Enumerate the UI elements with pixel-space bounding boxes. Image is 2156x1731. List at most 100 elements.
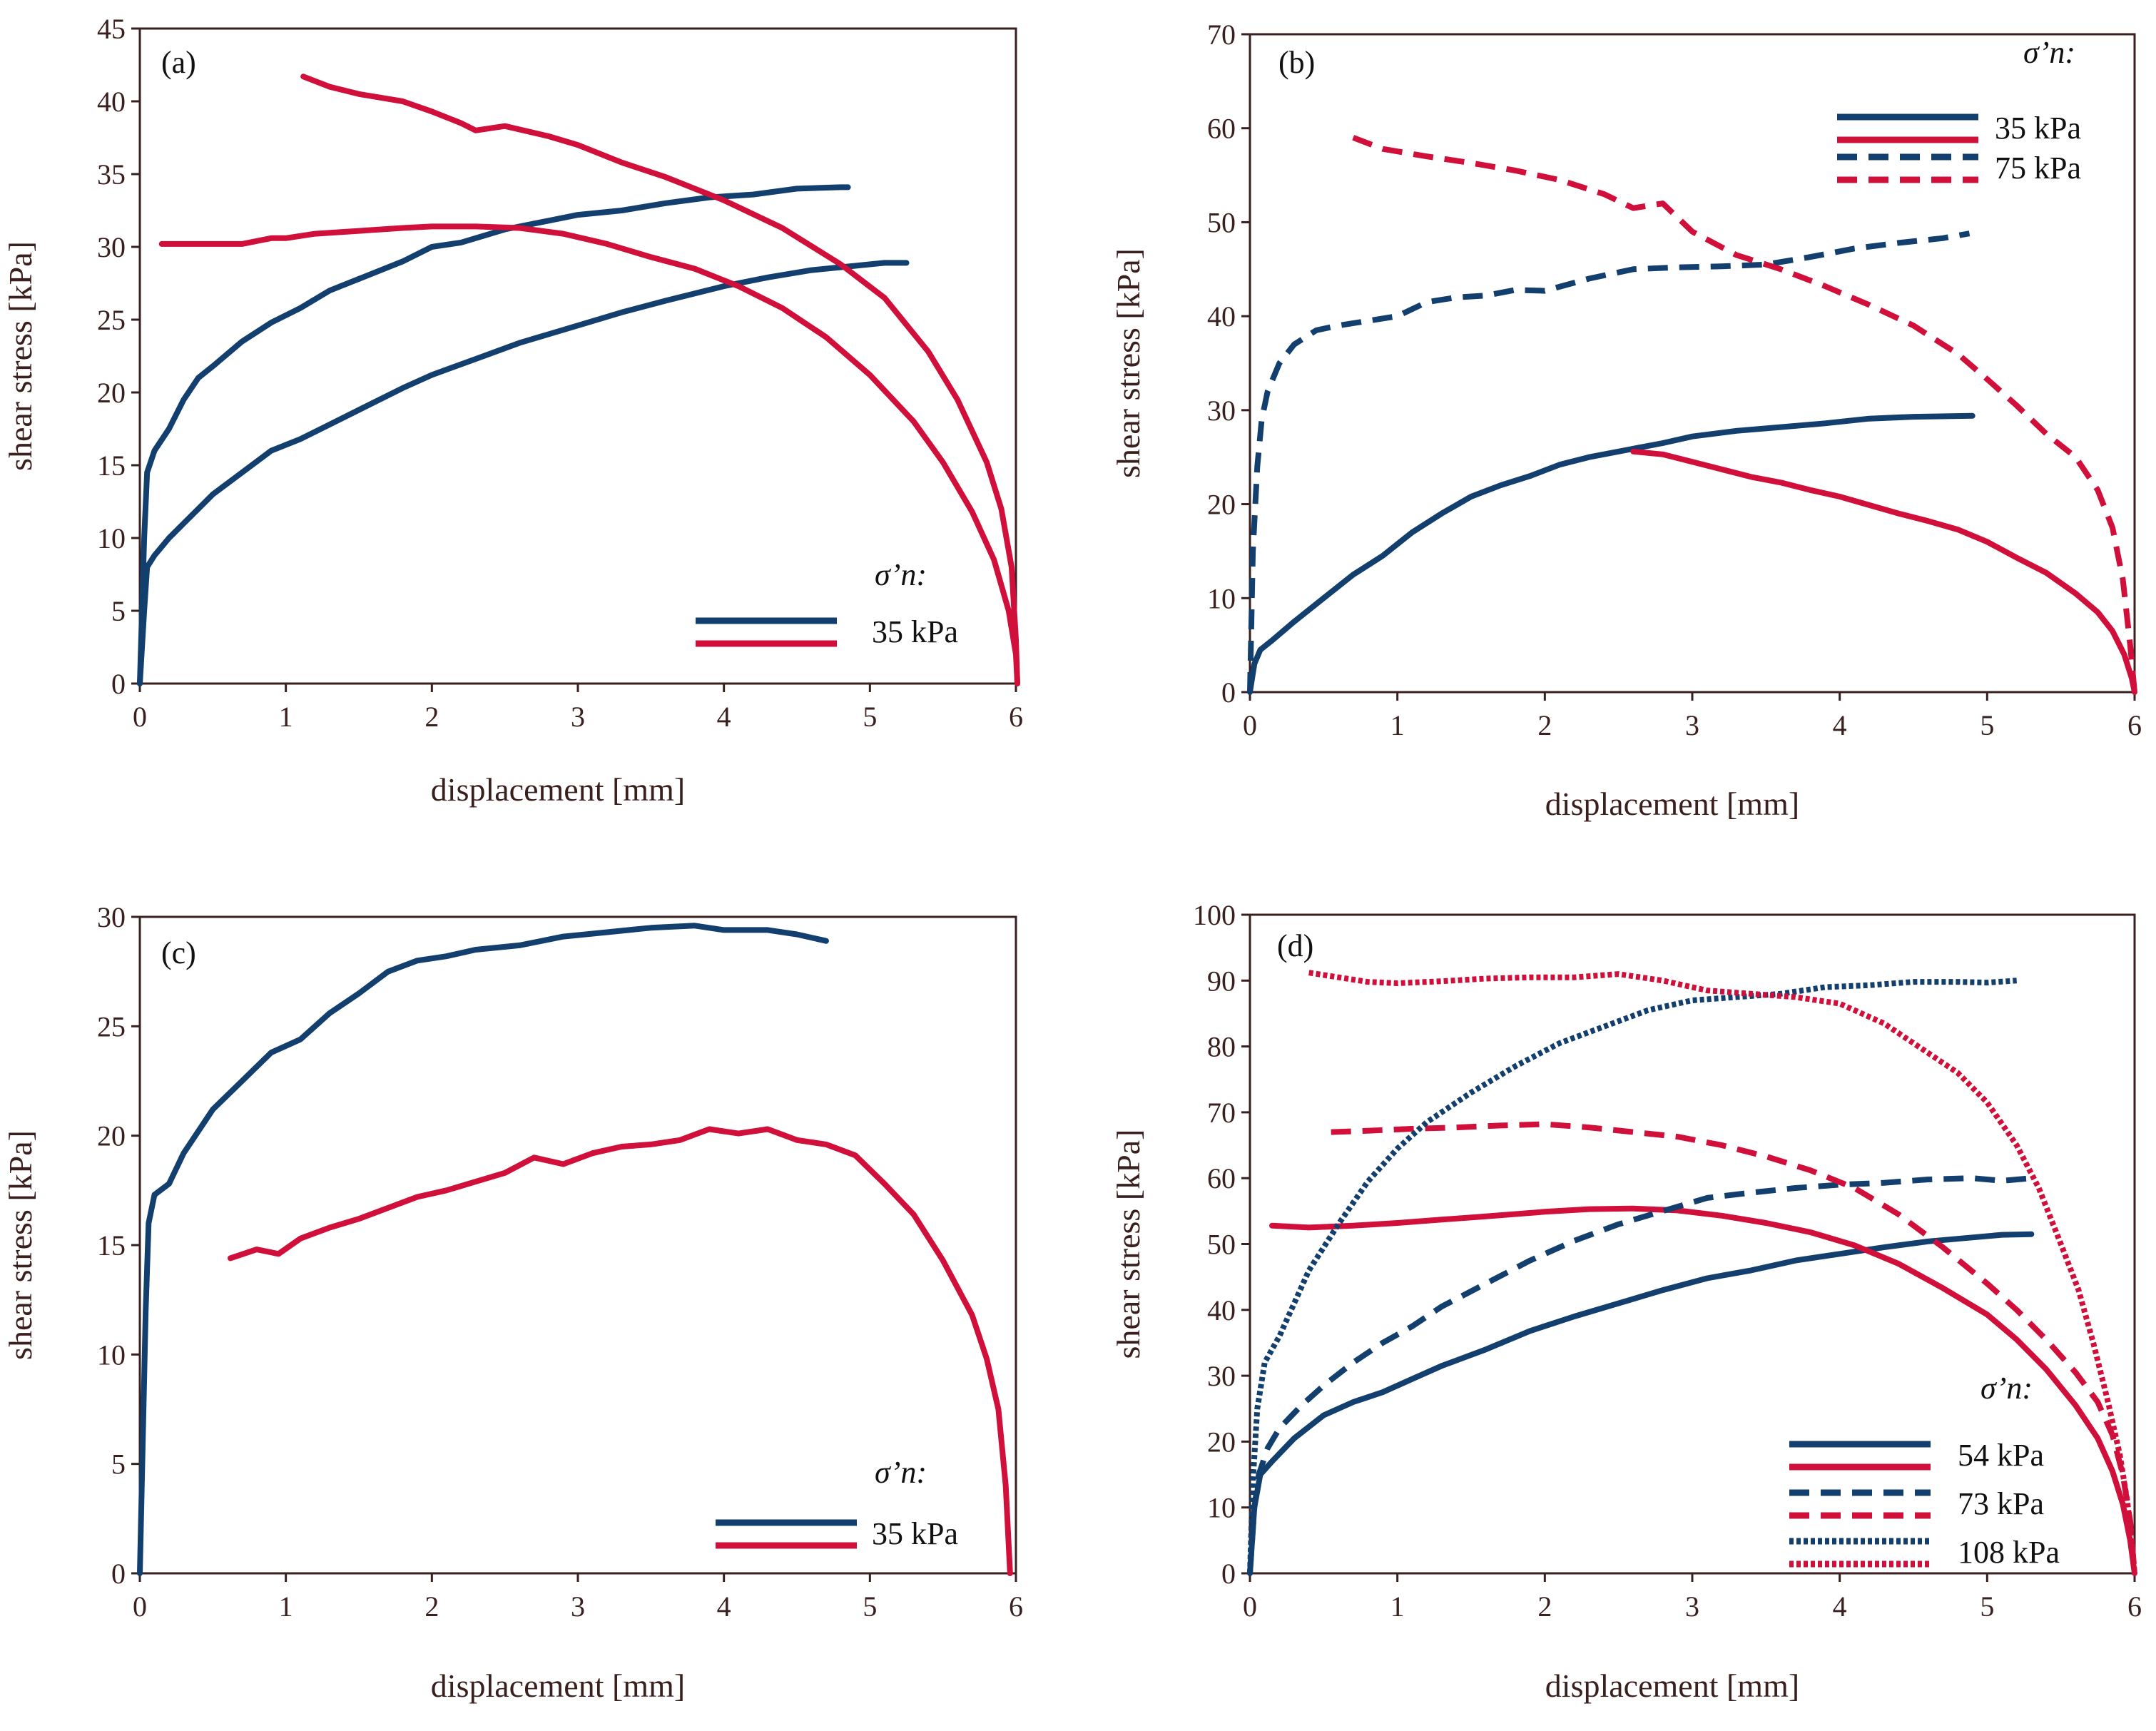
y-tick-label: 0 <box>111 668 126 700</box>
panel-label: (d) <box>1277 928 1313 963</box>
series-group <box>137 73 1020 686</box>
x-tick-label: 5 <box>1980 1590 1994 1623</box>
x-tick-label: 0 <box>133 1590 147 1623</box>
y-tick-label: 40 <box>1207 300 1236 333</box>
y-tick-label: 45 <box>97 13 126 45</box>
series-line-4 <box>1331 1121 2137 1574</box>
y-tick-label: 60 <box>1207 113 1236 145</box>
y-tick-label: 70 <box>1207 1097 1236 1129</box>
chart-panel-3: 0 5 10 15 20 25 30 0 1 2 3 4 5 6 displacement [mm] shea… <box>2 901 1023 1704</box>
x-tick-label: 4 <box>1833 1590 1847 1623</box>
y-tick-label: 15 <box>97 1229 126 1262</box>
series-line-3 <box>1247 1175 2032 1574</box>
legend-title: σ’n: <box>875 557 927 592</box>
panel-label: (a) <box>161 45 196 80</box>
legend-title: σ’n: <box>2023 35 2075 70</box>
legend-label: 35 kPa <box>872 1516 958 1551</box>
y-axis-label: shear stress [kPa] <box>1110 1130 1146 1359</box>
series-line-4 <box>158 223 1020 686</box>
y-tick-label: 60 <box>1207 1162 1236 1194</box>
x-tick-label: 6 <box>1009 1590 1023 1623</box>
y-tick-label: 70 <box>1207 19 1236 51</box>
y-tick-label: 5 <box>111 595 126 627</box>
y-tick-label: 30 <box>97 231 126 263</box>
chart-panel-2: 0 10 20 30 40 50 60 70 0 1 2 3 4 5 6 displacement [mm] s… <box>1110 19 2142 822</box>
legend: σ’n: 54 kPa 73 kPa 108 kPa <box>1789 1371 2060 1570</box>
series-line-4 <box>1352 135 2137 693</box>
x-tick-label: 4 <box>717 1590 731 1623</box>
x-tick-label: 2 <box>1537 709 1552 741</box>
series-group <box>1247 970 2137 1576</box>
x-tick-label: 5 <box>863 1590 877 1623</box>
x-tick-label: 0 <box>1243 1590 1257 1623</box>
panel-label: (c) <box>161 935 196 970</box>
y-tick-label: 40 <box>1207 1294 1236 1326</box>
x-tick-label: 3 <box>1685 1590 1699 1623</box>
x-tick-label: 2 <box>1537 1590 1552 1623</box>
y-tick-label: 15 <box>97 450 126 482</box>
x-tick-label: 6 <box>2127 709 2142 741</box>
legend-label: 54 kPa <box>1958 1438 2044 1473</box>
x-axis-label: displacement [mm] <box>431 771 685 808</box>
series-line-6 <box>1308 970 2137 1574</box>
y-tick-label: 20 <box>1207 1426 1236 1458</box>
legend-label: 35 kPa <box>1995 111 2081 146</box>
y-tick-label: 10 <box>97 522 126 554</box>
y-tick-label: 10 <box>1207 582 1236 614</box>
x-tick-label: 1 <box>1390 709 1405 741</box>
y-tick-label: 30 <box>1207 1360 1236 1392</box>
y-tick-label: 30 <box>1207 395 1236 427</box>
series-line-5 <box>1247 978 2017 1574</box>
panel-label: (b) <box>1278 45 1315 80</box>
legend-title: σ’n: <box>875 1455 927 1490</box>
x-tick-label: 0 <box>1243 709 1257 741</box>
x-tick-label: 5 <box>1980 709 1994 741</box>
series-line-2 <box>1630 448 2137 695</box>
x-tick-label: 1 <box>1390 1590 1405 1623</box>
series-line-2 <box>1269 1205 2137 1576</box>
x-axis-label: displacement [mm] <box>1545 1667 1799 1704</box>
x-tick-label: 3 <box>571 701 585 733</box>
x-tick-label: 0 <box>133 701 147 733</box>
y-tick-label: 20 <box>1207 489 1236 521</box>
y-tick-label: 0 <box>1221 676 1236 709</box>
y-tick-label: 35 <box>97 158 126 191</box>
y-tick-label: 80 <box>1207 1031 1236 1063</box>
series-line-2 <box>137 260 910 686</box>
series-line-3 <box>1247 230 1971 693</box>
y-tick-label: 90 <box>1207 965 1236 997</box>
y-tick-label: 5 <box>111 1448 126 1481</box>
series-group <box>137 923 1013 1576</box>
x-tick-label: 1 <box>279 701 293 733</box>
y-tick-label: 40 <box>97 86 126 118</box>
y-tick-label: 0 <box>1221 1558 1236 1590</box>
plot-frame <box>1249 913 2136 1575</box>
x-axis-label: displacement [mm] <box>431 1667 685 1704</box>
x-tick-label: 1 <box>279 1590 293 1623</box>
series-line-1 <box>137 184 851 686</box>
x-axis-label: displacement [mm] <box>1545 786 1799 822</box>
y-tick-label: 0 <box>111 1558 126 1590</box>
x-tick-label: 5 <box>863 701 877 733</box>
y-tick-label: 25 <box>97 304 126 336</box>
series-line-3 <box>300 73 1020 686</box>
y-tick-label: 50 <box>1207 1229 1236 1261</box>
x-tick-label: 3 <box>571 1590 585 1623</box>
series-line-1 <box>1247 412 1976 695</box>
y-axis-label: shear stress [kPa] <box>1110 248 1146 478</box>
x-tick-label: 2 <box>424 701 439 733</box>
y-tick-label: 30 <box>97 901 126 933</box>
legend-title: σ’n: <box>1980 1371 2033 1406</box>
x-tick-label: 4 <box>1833 709 1847 741</box>
legend-label: 75 kPa <box>1995 151 2081 186</box>
y-tick-label: 100 <box>1193 899 1236 931</box>
x-tick-label: 6 <box>1009 701 1023 733</box>
y-tick-label: 10 <box>97 1339 126 1371</box>
series-line-2 <box>227 1126 1013 1576</box>
legend-label: 108 kPa <box>1958 1535 2060 1570</box>
legend-label: 73 kPa <box>1958 1486 2044 1521</box>
chart-panel-4: 0 10 20 30 40 50 60 70 80 90 100 0 1 2 3 4 5 6 displacemen… <box>1110 899 2142 1704</box>
y-axis-label: shear stress [kPa] <box>2 241 39 471</box>
